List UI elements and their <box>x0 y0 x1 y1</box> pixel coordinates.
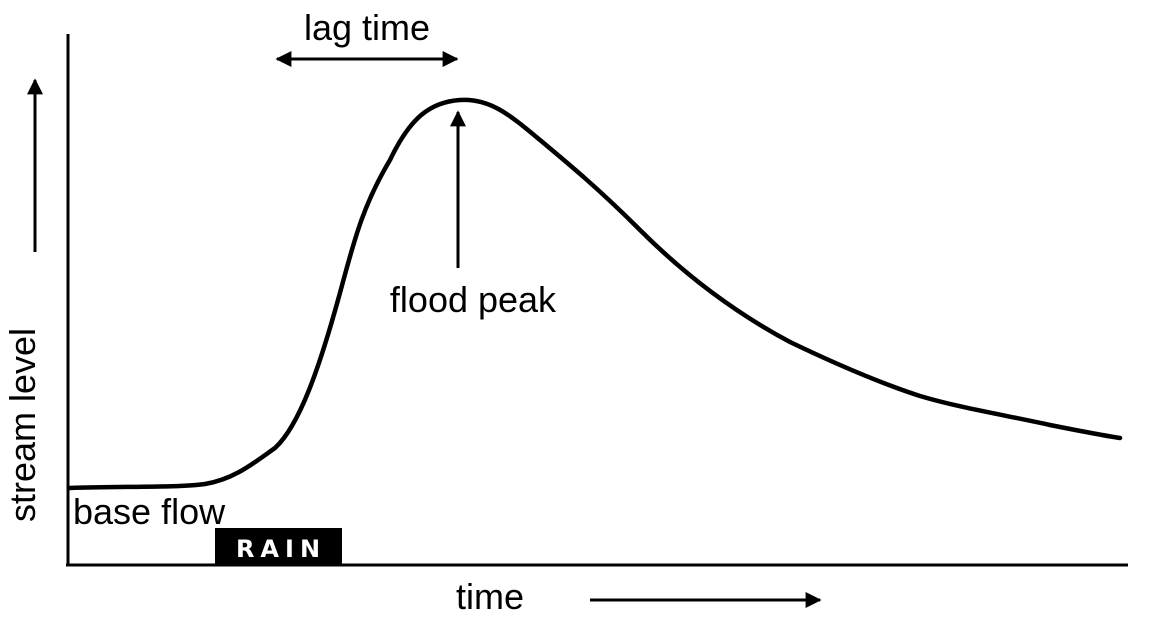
lag-time-label: lag time <box>304 7 430 48</box>
x-axis-label: time <box>456 576 524 617</box>
rain-box <box>215 528 342 564</box>
y-axis-label: stream level <box>2 328 43 522</box>
flood-peak-label: flood peak <box>390 279 557 320</box>
base-flow-label: base flow <box>73 491 226 532</box>
rain-label: RAIN <box>236 535 326 563</box>
hydrograph-curve <box>67 97 1123 491</box>
